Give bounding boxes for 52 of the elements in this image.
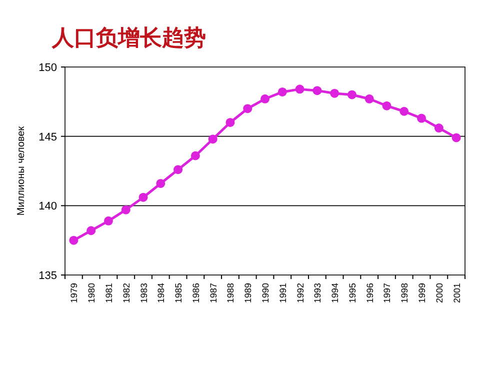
- x-tick-label: 2000: [434, 283, 444, 304]
- x-tick-label: 1980: [86, 283, 97, 304]
- x-tick-label: 1981: [104, 283, 114, 304]
- x-tick-label: 1979: [69, 283, 80, 304]
- x-tick-label: 1991: [278, 283, 288, 304]
- y-axis-title: Миллионы человек: [16, 126, 27, 216]
- point: [347, 90, 356, 100]
- point: [174, 165, 183, 174]
- point: [295, 84, 304, 94]
- point: [312, 86, 322, 96]
- chart-title: 人口负增长趋势: [51, 25, 206, 50]
- point: [417, 114, 426, 123]
- point: [226, 118, 235, 127]
- x-tick-label: 1987: [208, 283, 218, 304]
- x-tick-label: 1990: [260, 283, 270, 304]
- x-tick-label: 1995: [347, 283, 358, 304]
- x-tick-label: 1986: [190, 283, 201, 304]
- point: [190, 151, 200, 160]
- x-tick-label: 1984: [156, 283, 166, 304]
- y-tick-label: 135: [38, 270, 57, 282]
- x-tick-label: 1983: [138, 283, 149, 304]
- point: [400, 106, 409, 116]
- x-tick-label: 1992: [295, 283, 306, 304]
- point: [330, 88, 340, 98]
- y-tick-label: 145: [38, 131, 57, 144]
- x-tick-label: 1993: [312, 283, 323, 304]
- point: [278, 87, 287, 96]
- point: [452, 133, 461, 142]
- x-tick-label: 1996: [364, 283, 375, 304]
- point: [104, 216, 113, 226]
- x-tick-label: 1988: [226, 283, 236, 304]
- point: [243, 104, 252, 114]
- point: [208, 134, 218, 144]
- x-tick-label: 1998: [400, 283, 410, 304]
- x-tick-label: 1997: [382, 283, 392, 304]
- x-tick-label: 1982: [121, 283, 132, 304]
- point: [156, 178, 166, 188]
- point: [382, 101, 392, 110]
- point: [434, 124, 444, 133]
- point: [121, 205, 130, 214]
- x-tick-label: 1985: [174, 283, 184, 304]
- point: [69, 236, 78, 245]
- x-tick-label: 2001: [452, 283, 462, 304]
- y-tick-label: 150: [38, 62, 57, 74]
- x-tick-label: 1999: [417, 283, 428, 304]
- point: [260, 94, 270, 104]
- x-tick-label: 1989: [243, 283, 254, 304]
- point: [364, 94, 374, 104]
- x-tick-label: 1994: [330, 283, 340, 304]
- point: [138, 192, 148, 202]
- y-tick-label: 140: [38, 200, 57, 213]
- point: [86, 226, 96, 236]
